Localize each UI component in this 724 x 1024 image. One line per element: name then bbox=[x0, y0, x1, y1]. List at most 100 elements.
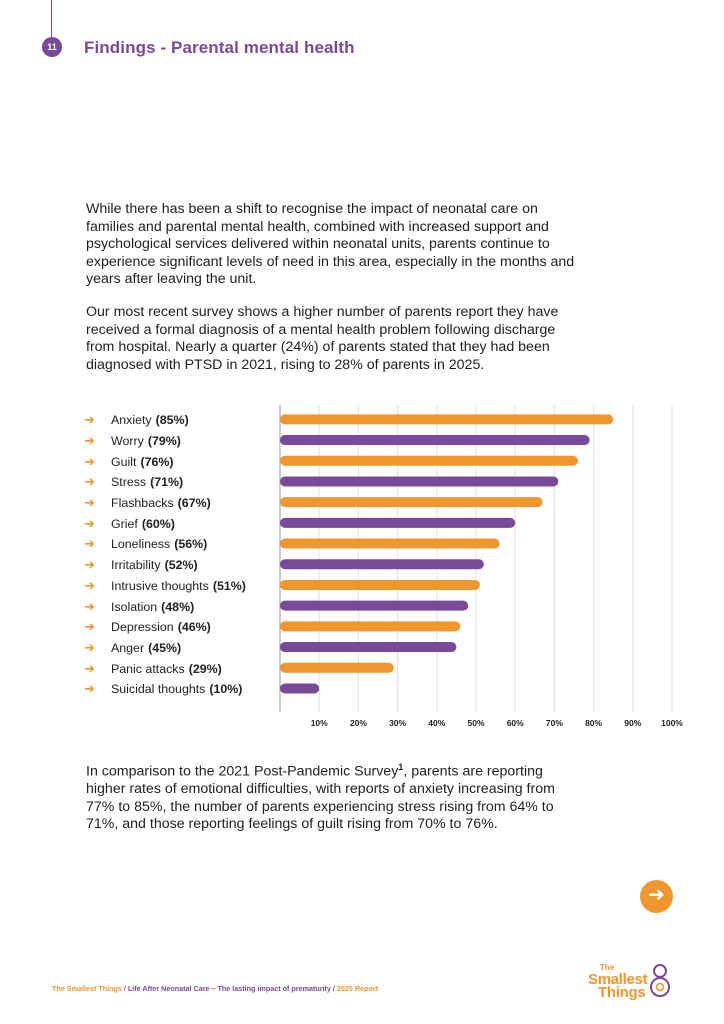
comparison-paragraph: In comparison to the 2021 Post-Pandemic … bbox=[86, 759, 586, 834]
bar-depression bbox=[280, 621, 461, 632]
legend-label: Anxiety bbox=[111, 413, 152, 428]
arrow-right-icon: ➜ bbox=[84, 660, 95, 676]
bar-chart: 10% 20% 30% 40% 50% 60% 70% 80% 90% 100% bbox=[279, 405, 683, 728]
legend-label: Guilt bbox=[111, 454, 137, 469]
legend-item: ➜ Worry (79%) bbox=[84, 431, 274, 452]
legend-item: ➜ Flashbacks (67%) bbox=[84, 493, 274, 514]
legend-label: Irritability bbox=[111, 558, 161, 573]
legend-item: ➜ Anger (45%) bbox=[84, 638, 274, 659]
legend-percent: (29%) bbox=[188, 661, 222, 676]
legend-percent: (45%) bbox=[148, 640, 182, 655]
legend-item: ➜ Grief (60%) bbox=[84, 513, 274, 534]
footer-org: The Smallest Things bbox=[52, 984, 122, 993]
arrow-right-icon: ➜ bbox=[84, 495, 95, 511]
logo-line-3: Things bbox=[598, 984, 646, 1001]
bar-worry bbox=[280, 435, 590, 446]
legend-label: Suicidal thoughts bbox=[111, 682, 206, 697]
legend-percent: (51%) bbox=[212, 578, 246, 593]
bar-anxiety bbox=[280, 414, 614, 425]
comparison-text-end: , parents are reporting higher rates of … bbox=[86, 763, 555, 833]
arrow-right-icon: ➜ bbox=[84, 681, 95, 697]
logo-line-1: The bbox=[600, 963, 615, 972]
legend-item: ➜ Loneliness (56%) bbox=[84, 534, 274, 555]
bar-irritability bbox=[280, 559, 484, 570]
survey-paragraph: Our most recent survey shows a higher nu… bbox=[86, 304, 559, 373]
footer-separator: / bbox=[330, 984, 337, 993]
legend-item: ➜ Depression (46%) bbox=[84, 617, 274, 638]
bar-suicidal-thoughts bbox=[280, 683, 320, 694]
header-rule bbox=[51, 0, 52, 38]
footer: The Smallest Things / Life After Neonata… bbox=[52, 984, 378, 993]
bar-anger bbox=[280, 642, 457, 653]
intro-paragraph: While there has been a shift to recognis… bbox=[86, 201, 575, 287]
legend-label: Intrusive thoughts bbox=[111, 578, 209, 593]
page-title: Findings - Parental mental health bbox=[84, 38, 355, 57]
x-tick-label: 30% bbox=[389, 718, 406, 728]
bar-panic-attacks bbox=[280, 662, 394, 673]
legend-item: ➜ Isolation (48%) bbox=[84, 596, 274, 617]
x-tick-label: 100% bbox=[661, 718, 683, 728]
legend-item: ➜ Panic attacks (29%) bbox=[84, 658, 274, 679]
baby-logo-icon bbox=[650, 964, 670, 997]
x-tick-label: 80% bbox=[585, 718, 602, 728]
legend-percent: (85%) bbox=[155, 413, 189, 428]
arrow-right-icon: ➜ bbox=[84, 536, 95, 552]
legend-label: Depression bbox=[111, 620, 174, 635]
page-number-badge: 11 bbox=[42, 37, 62, 57]
footer-separator: / bbox=[121, 984, 128, 993]
legend-item: ➜ Irritability (52%) bbox=[84, 555, 274, 576]
legend-percent: (10%) bbox=[209, 682, 243, 697]
bar-loneliness bbox=[280, 538, 500, 549]
next-page-button[interactable]: ➜ bbox=[640, 880, 673, 913]
bar-guilt bbox=[280, 455, 578, 466]
arrow-right-icon: ➜ bbox=[84, 474, 95, 490]
footer-report-title: Life After Neonatal Care – The lasting i… bbox=[127, 984, 331, 993]
arrow-right-icon: ➜ bbox=[84, 639, 95, 655]
legend-item: ➜ Stress (71%) bbox=[84, 472, 274, 493]
arrow-right-icon: ➜ bbox=[84, 598, 95, 614]
legend-percent: (48%) bbox=[161, 599, 195, 614]
legend-label: Worry bbox=[111, 434, 144, 449]
legend-item: ➜ Anxiety (85%) bbox=[84, 410, 274, 431]
x-tick-label: 40% bbox=[428, 718, 445, 728]
legend-label: Grief bbox=[111, 516, 138, 531]
legend-item: ➜ Intrusive thoughts (51%) bbox=[84, 576, 274, 597]
comparison-text-start: In comparison to the 2021 Post-Pandemic … bbox=[86, 763, 399, 780]
legend-percent: (52%) bbox=[164, 558, 198, 573]
arrow-right-icon: ➜ bbox=[84, 557, 95, 573]
arrow-right-icon: ➜ bbox=[84, 412, 95, 428]
bar-isolation bbox=[280, 600, 469, 611]
arrow-right-circle-icon: ➜ bbox=[648, 884, 665, 906]
brand-logo: The Smallest Things bbox=[588, 960, 678, 1001]
legend-label: Panic attacks bbox=[111, 661, 185, 676]
logo-line-2: Smallest bbox=[588, 971, 648, 988]
arrow-right-icon: ➜ bbox=[84, 433, 95, 449]
legend-item: ➜ Suicidal thoughts (10%) bbox=[84, 679, 274, 700]
bar-stress bbox=[280, 476, 559, 487]
legend-label: Flashbacks bbox=[111, 496, 174, 511]
bar-intrusive-thoughts bbox=[280, 579, 480, 590]
arrow-right-icon: ➜ bbox=[84, 577, 95, 593]
footnote-marker[interactable]: 1 bbox=[398, 762, 404, 772]
x-tick-label: 10% bbox=[311, 718, 328, 728]
legend-percent: (67%) bbox=[177, 496, 211, 511]
x-tick-label: 20% bbox=[350, 718, 367, 728]
arrow-right-icon: ➜ bbox=[84, 619, 95, 635]
legend-item: ➜ Guilt (76%) bbox=[84, 451, 274, 472]
legend-label: Isolation bbox=[111, 599, 158, 614]
legend-percent: (60%) bbox=[141, 516, 175, 531]
legend-percent: (76%) bbox=[140, 454, 174, 469]
legend-percent: (79%) bbox=[147, 434, 181, 449]
bar-grief bbox=[280, 517, 516, 528]
legend-percent: (46%) bbox=[177, 620, 211, 635]
bar-flashbacks bbox=[280, 497, 543, 508]
arrow-right-icon: ➜ bbox=[84, 453, 95, 469]
footer-year: 2025 Report bbox=[336, 984, 379, 993]
legend-percent: (71%) bbox=[150, 475, 184, 490]
x-tick-label: 90% bbox=[624, 718, 641, 728]
chart-legend: ➜ Anxiety (85%) ➜ Worry (79%) ➜ Guilt (76%) ➜ S… bbox=[84, 410, 274, 700]
x-tick-label: 70% bbox=[546, 718, 563, 728]
legend-label: Loneliness bbox=[111, 537, 171, 552]
arrow-right-icon: ➜ bbox=[84, 515, 95, 531]
legend-label: Anger bbox=[111, 640, 145, 655]
